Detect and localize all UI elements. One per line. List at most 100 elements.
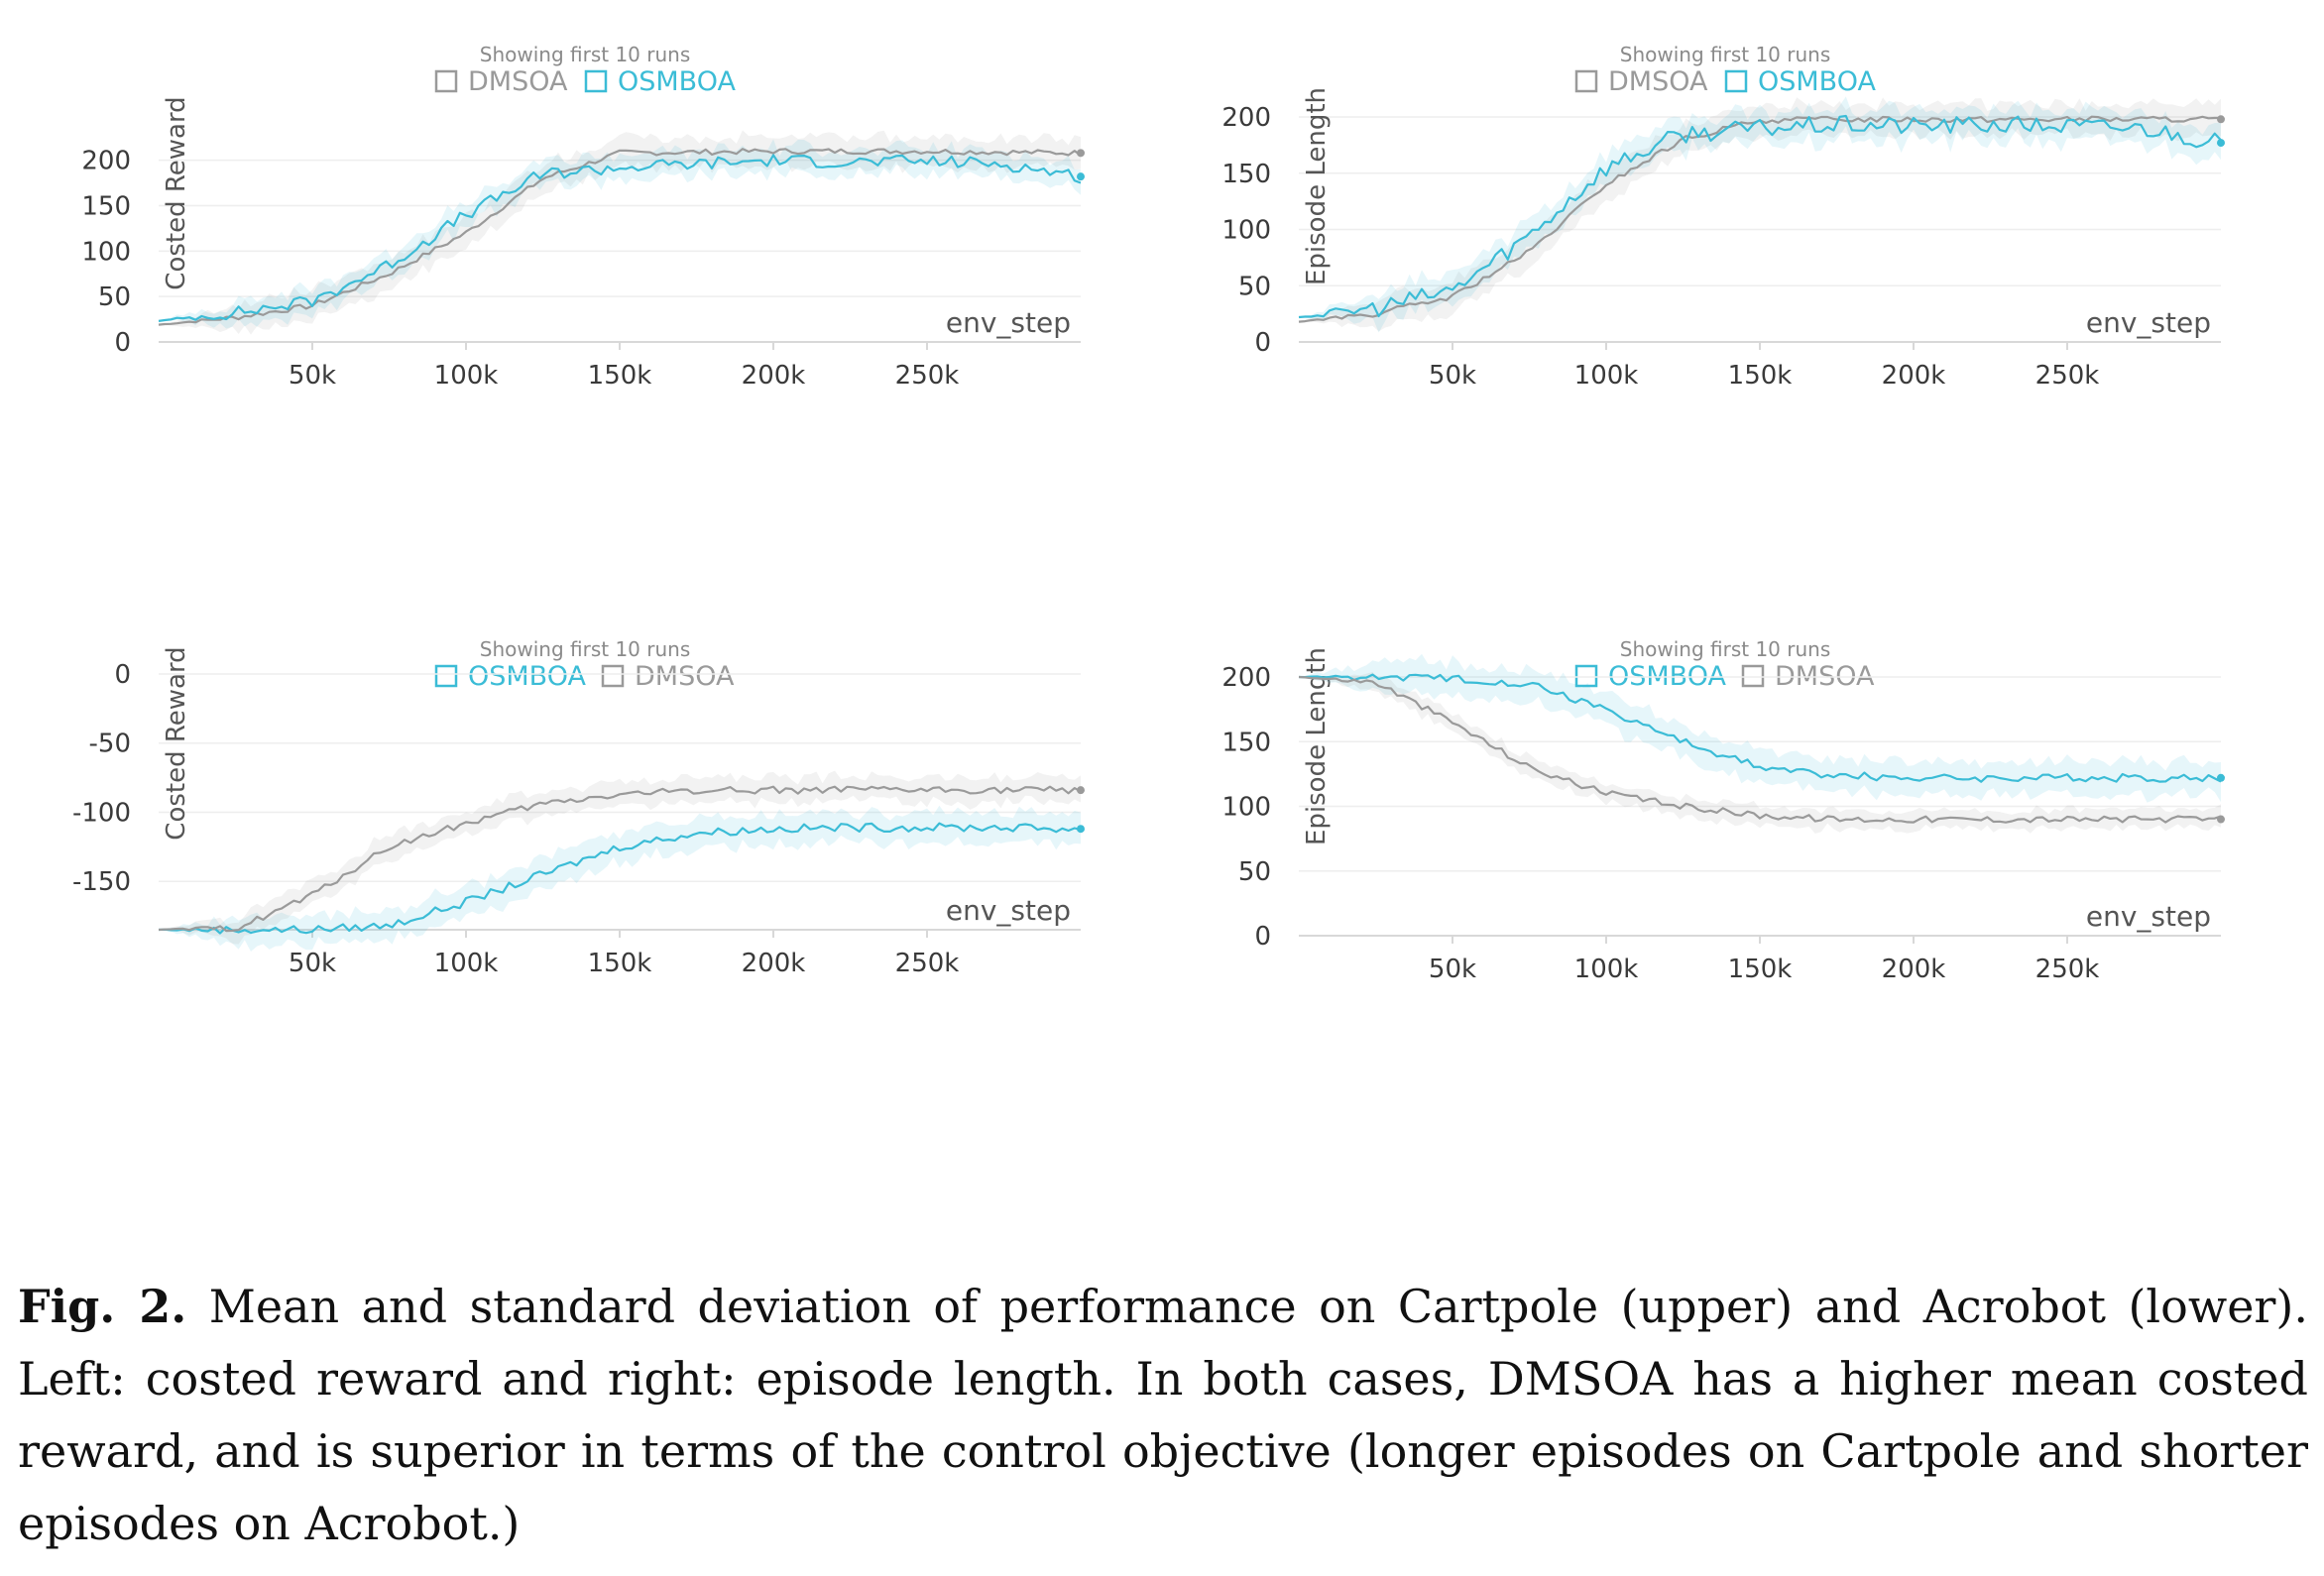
y-axis-label: Costed Reward [162,96,191,289]
x-tick-label: 200k [1882,955,1946,984]
legend-label: OSMBOA [1758,66,1877,97]
x-tick-label: 250k [2035,361,2100,391]
legend-checkbox-icon[interactable] [434,69,458,93]
series-band-osmboa [1299,96,2221,333]
x-tick-label: 50k [289,361,336,391]
series-band-dmsoa [159,130,1081,335]
x-tick-label: 250k [895,949,960,978]
x-tick-label: 100k [434,949,499,978]
x-tick-label: 50k [289,949,336,978]
series-end-point-osmboa [2217,773,2225,782]
caption-label: Fig. 2. [18,1280,187,1333]
x-axis-label: env_step [2086,900,2211,933]
y-tick-label: 100 [1221,216,1271,246]
series-line-dmsoa[interactable] [1298,675,2222,824]
y-tick-label: 150 [1221,160,1271,189]
series-line-osmboa[interactable] [158,822,1082,935]
series-band-osmboa [159,805,1081,952]
legend-item-dmsoa[interactable]: DMSOA [601,661,735,692]
series-band-osmboa [1299,653,2221,803]
y-tick-label: 200 [81,147,131,176]
caption-text: Mean and standard deviation of performan… [18,1280,2308,1550]
chart-panel-acrobot-length: Showing first 10 runs OSMBOA DMSOA 0 50 100 15… [1140,624,2280,1199]
x-tick-label: 200k [742,361,806,391]
y-tick-label: 100 [81,237,131,267]
chart-subtitle: Showing first 10 runs [1620,637,1831,661]
series-end-point-osmboa [1077,825,1085,834]
legend-item-dmsoa[interactable]: DMSOA [434,66,568,97]
legend-checkbox-icon[interactable] [1574,664,1598,688]
y-tick-label: 50 [1238,272,1271,301]
series-end-point-dmsoa [2217,815,2225,824]
legend-checkbox-icon[interactable] [434,664,458,688]
legend-checkbox-icon[interactable] [1574,69,1598,93]
legend-item-dmsoa[interactable]: DMSOA [1574,66,1708,97]
series-end-point-dmsoa [2217,115,2225,124]
x-tick-label: 100k [434,361,499,391]
legend-checkbox-icon[interactable] [601,664,625,688]
x-axis-label: env_step [946,894,1071,927]
series-line-dmsoa[interactable] [158,785,1082,933]
y-tick-label: 150 [1221,728,1271,757]
figure-caption: Fig. 2. Mean and standard deviation of p… [18,1271,2308,1560]
x-tick-label: 100k [1574,955,1639,984]
y-axis-label: Episode Length [1302,647,1332,845]
x-tick-label: 250k [2035,955,2100,984]
legend-label: DMSOA [635,661,735,692]
y-tick-label: 150 [81,192,131,222]
x-tick-label: 150k [1728,361,1793,391]
x-tick-label: 150k [588,949,652,978]
legend-label: DMSOA [1608,66,1708,97]
y-tick-label: -100 [72,798,131,828]
legend-checkbox-icon[interactable] [584,69,608,93]
y-tick-label: 200 [1221,663,1271,693]
series-end-point-dmsoa [1077,149,1085,158]
chart-subtitle: Showing first 10 runs [480,43,691,66]
x-tick-label: 100k [1574,361,1639,391]
chart-subtitle: Showing first 10 runs [1620,43,1831,66]
y-tick-label: 0 [114,660,131,690]
legend-checkbox-icon[interactable] [1741,664,1765,688]
chart-panel-cartpole-reward: Showing first 10 runs DMSOA OSMBOA 0 50 100 15… [0,30,1140,605]
legend-label: OSMBOA [618,66,737,97]
x-tick-label: 150k [588,361,652,391]
series-end-point-osmboa [2217,139,2225,148]
legend-item-osmboa[interactable]: OSMBOA [434,661,587,692]
series-end-point-dmsoa [1077,786,1085,795]
x-tick-label: 250k [895,361,960,391]
y-tick-label: 50 [98,282,131,312]
x-axis-label: env_step [2086,306,2211,339]
y-tick-label: 200 [1221,103,1271,133]
y-tick-label: 0 [1254,922,1271,952]
y-axis-label: Costed Reward [162,646,191,840]
series-band-osmboa [159,139,1081,329]
y-tick-label: 0 [114,328,131,358]
series-line-osmboa[interactable] [158,154,1082,322]
series-end-point-osmboa [1077,172,1085,181]
chart-panel-acrobot-reward: Showing first 10 runs OSMBOA DMSOA 0 -50 -100… [0,624,1140,1199]
chart-subtitle: Showing first 10 runs [480,637,691,661]
x-tick-label: 50k [1429,361,1476,391]
x-tick-label: 200k [742,949,806,978]
y-axis-label: Episode Length [1302,87,1332,285]
legend-checkbox-icon[interactable] [1724,69,1748,93]
legend-item-osmboa[interactable]: OSMBOA [1724,66,1877,97]
x-axis-label: env_step [946,306,1071,339]
legend-item-osmboa[interactable]: OSMBOA [584,66,737,97]
y-tick-label: -150 [72,867,131,897]
x-tick-label: 150k [1728,955,1793,984]
legend-label: DMSOA [468,66,568,97]
y-tick-label: 0 [1254,328,1271,358]
x-tick-label: 50k [1429,955,1476,984]
y-tick-label: 50 [1238,857,1271,887]
y-tick-label: 100 [1221,793,1271,823]
chart-panel-cartpole-length: Showing first 10 runs DMSOA OSMBOA 0 50 100 15… [1140,30,2280,605]
y-tick-label: -50 [89,730,131,759]
series-line-osmboa[interactable] [1298,673,2222,783]
series-line-osmboa[interactable] [1298,114,2222,319]
legend-label: OSMBOA [468,661,587,692]
